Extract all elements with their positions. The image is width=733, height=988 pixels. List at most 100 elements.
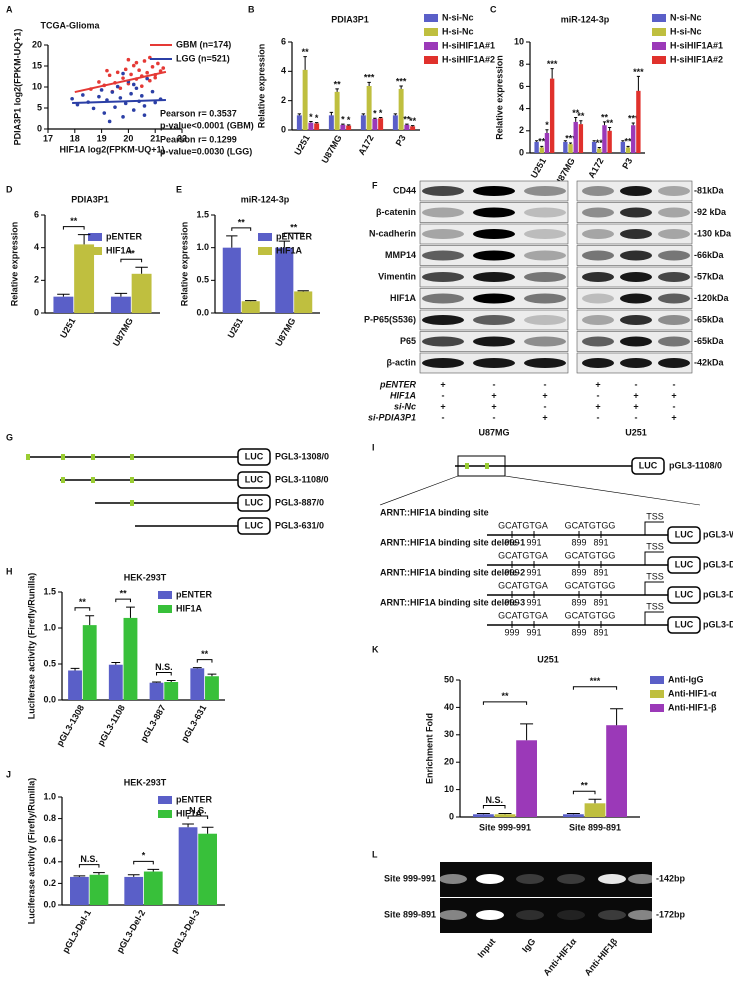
- error-bar: [329, 111, 334, 116]
- legend-swatch: [652, 28, 666, 36]
- x-tick-label: pGL3-1108: [95, 703, 126, 747]
- x-tick-label: A172: [586, 156, 605, 180]
- binding-site: [130, 454, 134, 460]
- error-bar: [166, 680, 176, 682]
- scatter-point: [70, 96, 74, 101]
- legend-swatch: [88, 233, 102, 241]
- panel-letter: F: [372, 180, 378, 190]
- scatter-point: [118, 96, 123, 100]
- zoom-line: [504, 475, 701, 506]
- significance-bracket: [62, 226, 85, 230]
- error-bar: [93, 872, 105, 875]
- construct-label: PGL3-631/0: [275, 520, 324, 530]
- y-tick-label: 0.5: [43, 658, 56, 668]
- x-tick-label: P3: [394, 133, 408, 148]
- blot-band: [620, 293, 652, 304]
- y-tick-label: 10: [514, 36, 524, 46]
- bar: [131, 273, 152, 313]
- blot-band: [658, 250, 690, 261]
- tss-arrow: [644, 521, 664, 535]
- scatter-point: [131, 82, 136, 87]
- blot-size-label: -57kDa: [694, 271, 725, 281]
- error-bar: [127, 874, 140, 877]
- error-bar: [147, 868, 160, 872]
- luc-label: LUC: [245, 520, 264, 530]
- condition-sign: +: [671, 412, 676, 422]
- significance-label: **: [501, 691, 509, 701]
- error-bar: [126, 606, 135, 618]
- blot-size-label: -65kDa: [694, 336, 725, 346]
- site-position: 891: [593, 567, 608, 577]
- site-position: 991: [526, 597, 541, 607]
- legend-label: H-si-Nc: [670, 26, 702, 36]
- binding-site: [61, 477, 65, 483]
- site-position: 891: [593, 537, 608, 547]
- x-tick-label: 21: [150, 133, 160, 143]
- site-sequence: GCATGTGG: [565, 610, 616, 620]
- blot-band: [582, 336, 614, 347]
- error-bar: [498, 812, 512, 815]
- condition-sign: -: [635, 412, 638, 422]
- gel-strip: [440, 898, 652, 933]
- gel-row-label: Site 999-991: [384, 873, 436, 883]
- significance-label: ***: [628, 113, 639, 123]
- legend-swatch: [424, 14, 438, 22]
- bar: [563, 141, 568, 153]
- significance-label: **: [120, 588, 128, 598]
- y-tick-label: 0.6: [43, 835, 56, 845]
- blot-band: [473, 186, 515, 196]
- chart-title: TCGA-Glioma: [40, 20, 100, 30]
- site-position: 899: [571, 627, 586, 637]
- bar: [636, 90, 641, 153]
- bar: [294, 291, 313, 313]
- blot-band: [524, 207, 566, 218]
- blot-size-label: -65kDa: [694, 314, 725, 324]
- blot-band: [422, 250, 464, 261]
- luc-label: LUC: [639, 460, 658, 470]
- significance-label: **: [201, 649, 209, 659]
- chart-title: HEK-293T: [124, 572, 167, 582]
- gel-band: [476, 874, 504, 884]
- construct-label: pGL3-Del-2: [703, 589, 733, 599]
- y-tick-label: 2: [281, 95, 286, 105]
- legend-label: pENTER: [176, 794, 213, 804]
- error-bar: [77, 234, 91, 245]
- scatter-point: [118, 86, 123, 91]
- bar: [372, 119, 378, 130]
- bar: [620, 141, 626, 153]
- significance-label: **: [572, 108, 580, 118]
- error-bar: [563, 140, 567, 142]
- condition-sign: -: [544, 401, 547, 411]
- scatter-point: [156, 61, 160, 66]
- construct-label: PGL3-1108/0: [275, 474, 329, 484]
- blot-band: [473, 293, 515, 304]
- construct-label: pGL3-1108/0: [669, 460, 722, 470]
- gel-size-label: -172bp: [656, 909, 686, 919]
- blot-band: [422, 229, 464, 239]
- significance-bracket: [187, 815, 209, 819]
- condition-sign: +: [633, 390, 638, 400]
- scatter-point: [110, 90, 115, 94]
- blot-band: [422, 186, 464, 196]
- legend-swatch: [258, 233, 272, 241]
- site-position: 999: [504, 537, 519, 547]
- condition-sign: +: [440, 401, 445, 411]
- bar: [568, 144, 573, 153]
- bar: [143, 871, 163, 905]
- gel-band: [557, 910, 585, 920]
- significance-label: **: [625, 137, 633, 147]
- gel-band: [557, 874, 585, 884]
- significance-label: ***: [565, 133, 576, 143]
- significance-label: **: [606, 118, 614, 128]
- bar: [74, 244, 95, 313]
- significance-label: **: [70, 216, 78, 226]
- scatter-point: [150, 89, 155, 94]
- bar: [410, 126, 416, 130]
- x-tick-label: Site 899-891: [569, 822, 621, 832]
- condition-sign: +: [671, 390, 676, 400]
- blot-band: [524, 229, 566, 239]
- error-bar: [574, 116, 578, 122]
- zoom-line: [379, 475, 459, 506]
- x-tick-label: P3: [620, 156, 634, 171]
- blot-band: [473, 336, 515, 347]
